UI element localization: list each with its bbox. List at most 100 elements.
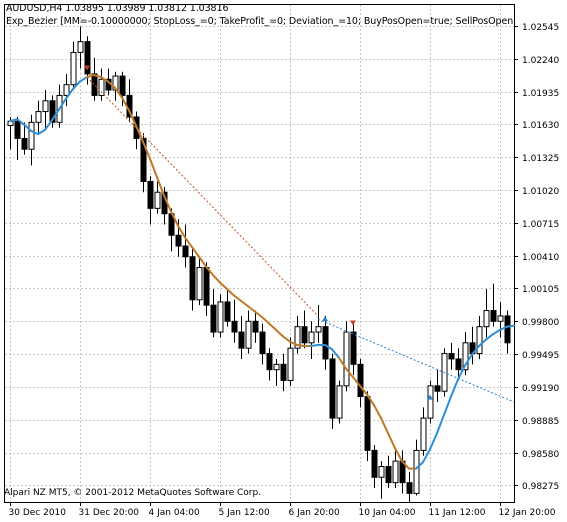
bear-candle[interactable] <box>448 353 455 360</box>
bear-candle[interactable] <box>84 41 91 75</box>
bull-candle[interactable] <box>287 347 294 381</box>
bear-candle[interactable] <box>322 326 329 360</box>
bear-candle[interactable] <box>357 363 364 398</box>
y-tick-label: 1.01935 <box>522 89 559 99</box>
bear-candle[interactable] <box>252 320 259 333</box>
bezier-segment-up <box>331 348 340 359</box>
bear-candle[interactable] <box>224 301 231 322</box>
bull-candle[interactable] <box>315 326 322 333</box>
bull-candle[interactable] <box>154 191 161 209</box>
bull-candle[interactable] <box>476 326 483 355</box>
bear-candle[interactable] <box>140 137 147 182</box>
bear-candle[interactable] <box>49 100 56 123</box>
forecast-line-down <box>86 76 319 317</box>
bull-candle[interactable] <box>336 385 343 419</box>
broker-copyright: Alpari NZ MT5, © 2001-2012 MetaQuotes So… <box>4 488 262 498</box>
bezier-segment-up <box>499 325 508 331</box>
bezier-segment-down <box>296 343 305 348</box>
bull-candle[interactable] <box>98 78 105 96</box>
bear-candle[interactable] <box>210 304 217 333</box>
bezier-segment-up <box>478 338 487 348</box>
bezier-segment-down <box>212 274 221 284</box>
bull-candle[interactable] <box>420 417 427 451</box>
bezier-segment-up <box>51 108 60 122</box>
bezier-segment-down <box>100 76 109 83</box>
bezier-segment-down <box>373 404 382 420</box>
bear-candle[interactable] <box>280 363 287 381</box>
bear-candle[interactable] <box>147 180 154 209</box>
bear-candle[interactable] <box>504 315 511 344</box>
bear-candle[interactable] <box>406 482 413 494</box>
bull-candle[interactable] <box>483 310 490 328</box>
bear-candle[interactable] <box>371 449 378 478</box>
bull-candle[interactable] <box>413 449 420 494</box>
bezier-segment-down <box>191 246 200 258</box>
bull-candle[interactable] <box>308 331 315 344</box>
bezier-segment-down <box>135 124 144 143</box>
bear-candle[interactable] <box>350 331 357 365</box>
bezier-segment-down <box>380 417 389 435</box>
y-tick-label: 1.01630 <box>522 121 559 131</box>
bear-candle[interactable] <box>119 75 126 96</box>
bear-candle[interactable] <box>189 256 196 301</box>
bear-candle[interactable] <box>364 396 371 451</box>
bull-candle[interactable] <box>294 326 301 349</box>
bezier-segment-up <box>485 333 494 341</box>
bear-candle[interactable] <box>91 73 98 96</box>
bezier-segment-down <box>233 294 242 302</box>
bear-candle[interactable] <box>301 326 308 344</box>
bull-candle[interactable] <box>70 51 77 86</box>
bull-candle[interactable] <box>427 385 434 419</box>
bull-candle[interactable] <box>245 320 252 349</box>
bezier-segment-down <box>177 224 186 239</box>
bear-candle[interactable] <box>203 267 210 306</box>
bull-candle[interactable] <box>196 267 203 301</box>
bear-candle[interactable] <box>385 466 392 484</box>
bezier-segment-down <box>352 376 361 387</box>
bezier-segment-down <box>359 384 368 396</box>
bezier-segment-up <box>30 129 39 136</box>
x-tick-label: 31 Dec 20:00 <box>79 508 140 518</box>
bear-candle[interactable] <box>14 120 21 139</box>
y-tick-label: 0.98885 <box>522 417 559 427</box>
bezier-segment-down <box>247 305 256 313</box>
bear-candle[interactable] <box>175 234 182 247</box>
forecast-line-up <box>317 318 515 403</box>
bezier-segment-up <box>58 97 67 111</box>
bezier-segment-up <box>72 80 81 90</box>
bear-candle[interactable] <box>490 310 497 322</box>
bezier-segment-up <box>44 119 53 131</box>
bull-candle[interactable] <box>273 363 280 371</box>
bull-candle[interactable] <box>35 111 42 123</box>
bezier-segment-down <box>401 460 410 470</box>
bear-candle[interactable] <box>329 358 336 419</box>
bear-candle[interactable] <box>259 331 266 355</box>
bull-candle[interactable] <box>28 121 35 150</box>
bezier-segment-down <box>289 340 298 346</box>
bull-candle[interactable] <box>497 315 504 322</box>
bezier-segment-down <box>156 176 165 197</box>
bezier-segment-down <box>93 73 102 79</box>
bezier-segment-down <box>338 356 347 370</box>
bezier-segment-down <box>163 194 172 213</box>
bull-candle[interactable] <box>462 342 469 371</box>
bear-candle[interactable] <box>434 385 441 392</box>
bull-candle[interactable] <box>217 301 224 333</box>
bear-candle[interactable] <box>455 358 462 371</box>
bull-candle[interactable] <box>63 84 70 96</box>
bull-candle[interactable] <box>42 100 49 113</box>
bear-candle[interactable] <box>266 353 273 371</box>
bull-candle[interactable] <box>343 331 350 387</box>
bear-candle[interactable] <box>238 331 245 349</box>
y-tick-label: 0.99190 <box>522 384 559 394</box>
bezier-segment-up <box>37 128 46 136</box>
bear-candle[interactable] <box>21 137 28 150</box>
bull-candle[interactable] <box>378 466 385 478</box>
bear-candle[interactable] <box>182 245 189 258</box>
x-tick-label: 4 Jan 04:00 <box>149 508 201 518</box>
bear-candle[interactable] <box>231 320 238 333</box>
bull-candle[interactable] <box>77 41 84 53</box>
bezier-segment-up <box>492 328 501 336</box>
bull-candle[interactable] <box>392 460 399 484</box>
